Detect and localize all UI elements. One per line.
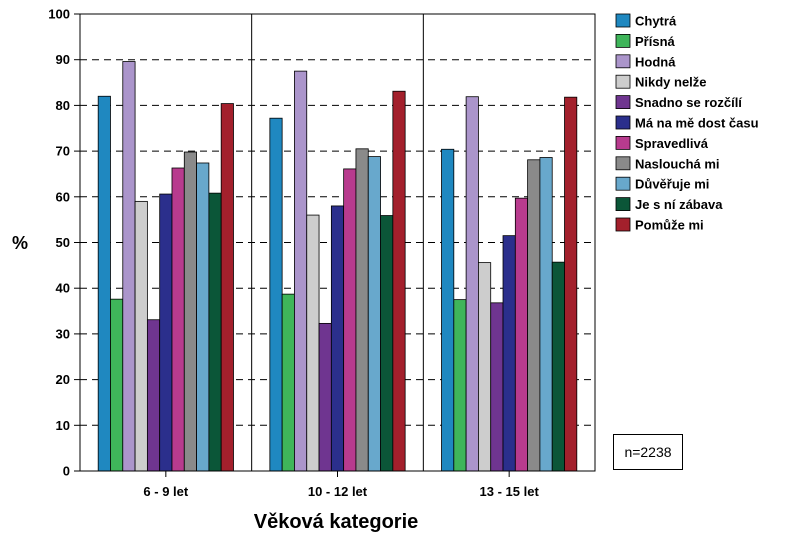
legend-swatch [615, 95, 631, 109]
bar [539, 157, 553, 472]
sample-size-note: n=2238 [613, 434, 683, 470]
legend-label: Je s ní zábava [635, 197, 723, 212]
bar [551, 261, 565, 472]
bar [514, 197, 529, 472]
y-axis-title: % [12, 233, 28, 253]
legend-label: Chytrá [635, 14, 677, 29]
bar [208, 192, 222, 472]
y-tick-label: 40 [56, 281, 70, 296]
axes [74, 13, 596, 477]
category-label: 10 - 12 let [308, 484, 368, 499]
category-label: 6 - 9 let [143, 484, 188, 499]
bar [465, 96, 479, 472]
legend-label: Přísná [635, 34, 676, 49]
bar [502, 235, 516, 472]
category-label: 13 - 15 let [480, 484, 540, 499]
y-tick-labels: 0 10 20 30 40 50 60 70 80 90 100 [48, 7, 70, 479]
y-tick-label: 100 [48, 7, 70, 22]
bar [146, 319, 161, 472]
y-tick-label: 50 [56, 235, 70, 250]
bar [355, 148, 369, 472]
bar [196, 162, 210, 472]
legend-label: Snadno se rozčílí [635, 95, 742, 110]
bar [183, 151, 197, 472]
bar [269, 117, 283, 472]
legend-label: Má na mě dost času [635, 116, 759, 131]
bar [220, 103, 234, 472]
bar [453, 299, 467, 472]
y-tick-label: 70 [56, 144, 70, 159]
legend-label: Naslouchá mi [635, 156, 720, 171]
bar [294, 70, 308, 472]
legend-swatch [615, 176, 631, 191]
bar [343, 168, 357, 472]
bar [527, 159, 541, 472]
bar [441, 148, 455, 472]
bar [306, 214, 320, 472]
legend-swatch [615, 156, 631, 171]
legend-swatch [615, 115, 631, 130]
bar [564, 96, 578, 472]
legend-label: Důvěřuje mi [635, 177, 709, 192]
bar [318, 322, 332, 472]
bar [490, 302, 504, 472]
y-tick-label: 20 [56, 372, 70, 387]
bar [171, 167, 185, 472]
y-tick-label: 60 [56, 189, 70, 204]
legend-label: Hodná [635, 54, 676, 69]
legend-label: Pomůže mi [635, 218, 704, 233]
legend-swatch [615, 197, 631, 212]
x-axis-title: Věková kategorie [254, 511, 419, 533]
category-labels: 6 - 9 let 10 - 12 let 13 - 15 let [143, 484, 539, 499]
bar [392, 90, 406, 472]
bar [330, 205, 345, 472]
bars [97, 61, 578, 472]
bar [97, 95, 111, 472]
bar [134, 200, 148, 472]
y-tick-label: 0 [63, 464, 70, 479]
legend-swatch [615, 74, 631, 89]
legend-swatch [615, 13, 631, 28]
legend-swatch [615, 135, 631, 150]
legend-swatch [615, 217, 631, 232]
bar [122, 61, 136, 472]
bar [367, 156, 381, 472]
bar [159, 193, 173, 472]
bar [478, 262, 492, 472]
y-tick-label: 10 [56, 418, 70, 433]
bar [281, 293, 295, 472]
legend-swatch [615, 54, 631, 69]
legend-label: Nikdy nelže [635, 75, 707, 90]
bar [380, 215, 394, 472]
y-tick-label: 90 [56, 52, 70, 67]
legend: Chytrá Přísná Hodná Nikdy nelže Snadno se ro… [615, 13, 759, 233]
y-tick-label: 80 [56, 98, 70, 113]
bar [110, 298, 124, 472]
legend-swatch [615, 34, 631, 48]
y-tick-label: 30 [56, 326, 70, 341]
legend-label: Spravedlivá [635, 136, 709, 151]
